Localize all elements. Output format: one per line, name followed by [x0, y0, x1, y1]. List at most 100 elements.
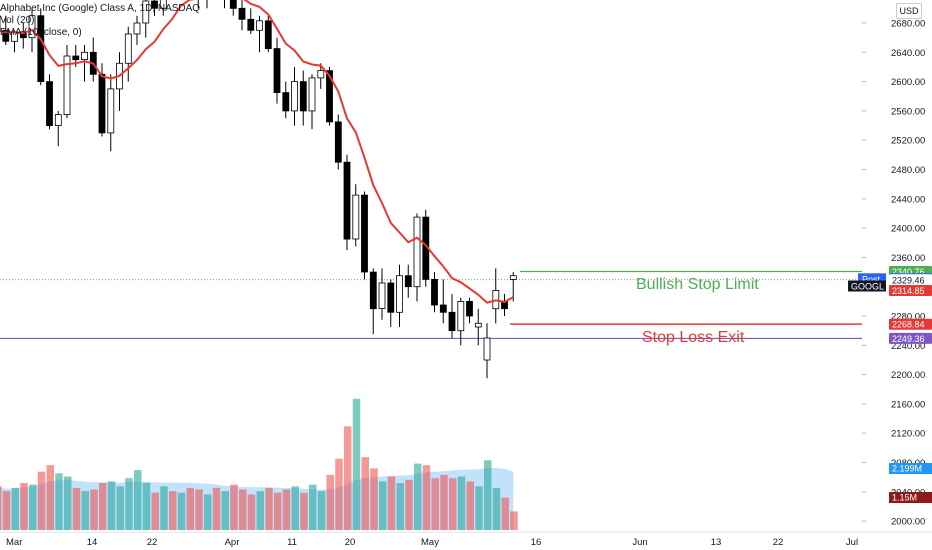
volume-bar	[466, 481, 474, 530]
candle-body	[396, 275, 403, 313]
volume-bar	[134, 470, 142, 530]
candle-body	[63, 55, 71, 115]
time-axis-label: 22	[773, 537, 784, 548]
ema-line	[0, 0, 514, 304]
price-tick-label: 2200.00	[891, 370, 925, 381]
candle-body	[124, 33, 132, 64]
candle-body	[448, 311, 456, 331]
volume-bar	[431, 478, 439, 530]
price-tick-label: 2680.00	[891, 19, 925, 30]
candle-body	[413, 216, 421, 288]
volume-bar	[414, 463, 422, 530]
time-axis-label: Mar	[6, 537, 22, 548]
volume-bar	[64, 476, 72, 530]
volume-bar	[230, 484, 238, 530]
candle-body	[98, 73, 106, 134]
volume-bar	[37, 471, 46, 530]
candle-body	[466, 300, 473, 317]
chart-legend: Alphabet Inc (Google) Class A, 1D, NASDA…	[0, 3, 200, 39]
ema-indicator-label[interactable]: EMA (10, close, 0)	[0, 27, 82, 38]
volume-bar	[344, 426, 352, 530]
time-axis-label: Jun	[632, 537, 647, 548]
volume-ma-tag: 2.199M	[892, 464, 922, 474]
volume-bar	[256, 491, 264, 530]
symbol-title[interactable]: Alphabet Inc (Google) Class A, 1D, NASDA…	[0, 3, 201, 14]
last-price-tag-bg	[889, 274, 932, 286]
price-tick-label: 2360.00	[891, 253, 925, 264]
stop-loss-price-tag-bg	[889, 318, 932, 330]
candle-body	[37, 15, 45, 83]
ema-price-tag-bg	[889, 285, 932, 296]
candle-body	[457, 300, 465, 332]
last-price-tag: 2329.46	[892, 275, 925, 285]
currency-button[interactable]: USD	[896, 3, 922, 19]
candle-body	[81, 51, 88, 60]
candle-body	[247, 18, 255, 31]
post-label-bg	[858, 273, 886, 285]
volume-bar	[177, 492, 186, 530]
time-axis-label: 16	[531, 537, 542, 548]
candle-body	[299, 81, 307, 112]
volume-bar	[396, 483, 404, 530]
time-axis-label: 22	[147, 537, 158, 548]
ema-price-tag: 2314.85	[892, 286, 925, 296]
volume-bar	[475, 486, 483, 530]
volume-bar	[0, 486, 2, 530]
support-price-tag-bg	[889, 332, 932, 344]
candle-body	[151, 0, 158, 9]
price-tick-label: 2480.00	[891, 165, 925, 176]
candle-body	[431, 278, 438, 306]
candle-body	[273, 48, 281, 93]
candle-body	[291, 81, 298, 112]
symbol-label-bg	[848, 280, 886, 292]
volume-bar	[81, 491, 89, 530]
candle-body	[361, 194, 368, 273]
volume-bar	[379, 481, 387, 530]
candle-body	[238, 7, 246, 20]
volume-bar	[142, 483, 151, 530]
volume-bar	[169, 491, 177, 530]
candle-body	[107, 88, 115, 134]
volume-bar	[11, 487, 19, 530]
volume-bar	[204, 494, 212, 530]
candle-body	[28, 15, 36, 39]
candle-body	[387, 282, 395, 313]
volume-bar	[46, 465, 54, 530]
time-axis-label: May	[421, 537, 439, 548]
price-tick-label: 2120.00	[891, 429, 925, 440]
volume-bar	[352, 398, 361, 530]
volume-ma-tag-bg	[889, 463, 932, 474]
candle-body	[326, 70, 333, 123]
price-tick-label: 2440.00	[891, 194, 925, 205]
volume-bar	[212, 487, 221, 530]
time-axis-label: 20	[345, 537, 356, 548]
volume-bar	[291, 486, 299, 530]
volume-bar	[484, 460, 492, 530]
candle-body	[369, 271, 377, 310]
volume-bar	[370, 468, 378, 530]
candle-body	[378, 282, 386, 310]
volume-bar	[501, 497, 509, 530]
volume-bar	[492, 487, 501, 530]
volume-bar	[2, 491, 11, 530]
candle-body	[334, 121, 342, 163]
candle-body	[229, 0, 237, 9]
volume-indicator-label[interactable]: Vol (20)	[0, 15, 35, 26]
candle-body	[474, 322, 482, 328]
price-tick-label: 2400.00	[891, 224, 925, 235]
candle-body	[308, 77, 316, 112]
volume-bar	[457, 476, 466, 530]
volume-bar	[387, 476, 396, 530]
candle-body	[483, 337, 491, 361]
volume-bar	[116, 486, 124, 530]
volume-bar	[247, 494, 256, 530]
volume-bar	[107, 481, 116, 530]
volume-bar	[510, 511, 518, 530]
volume-last-tag: 1.15M	[892, 493, 917, 503]
candle-body	[142, 0, 150, 24]
support-price-tag: 2249.36	[892, 334, 925, 344]
post-label: Post	[862, 274, 881, 284]
candle-body	[72, 55, 80, 61]
